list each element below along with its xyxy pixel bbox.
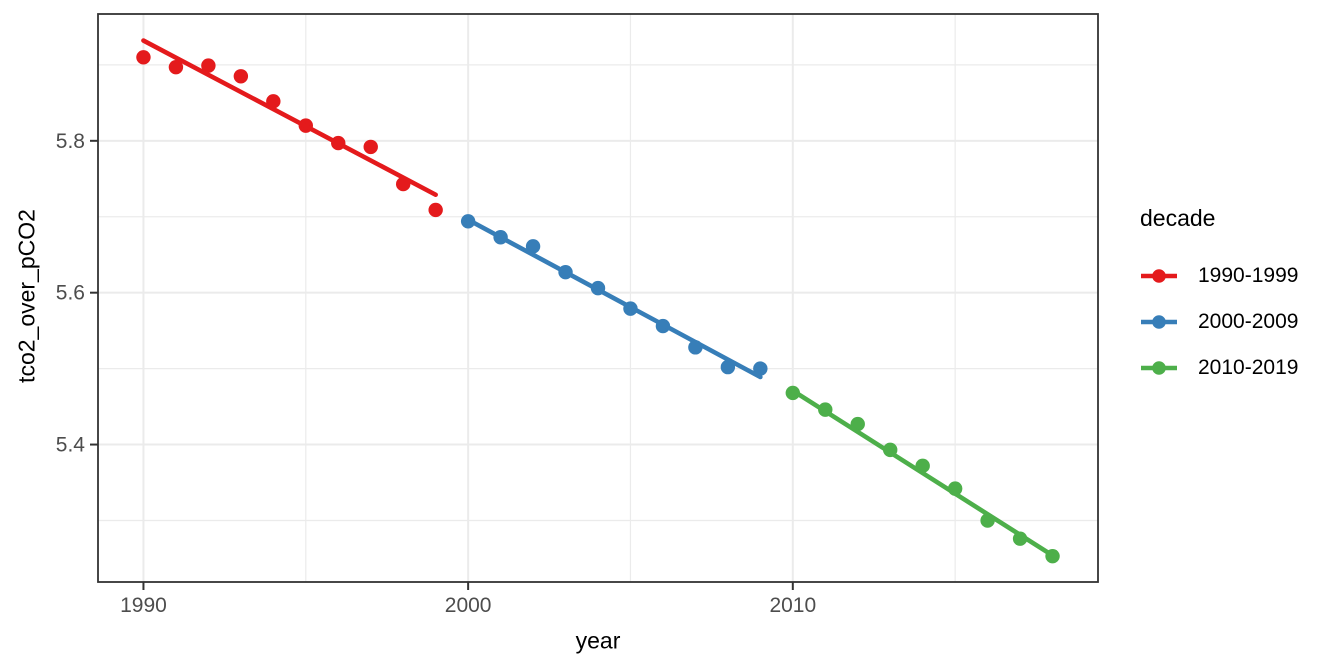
x-tick-label: 2000	[445, 594, 492, 617]
panel-border	[97, 13, 1099, 583]
data-point	[525, 239, 541, 254]
data-point	[201, 58, 216, 73]
x-axis-title: year	[575, 627, 621, 654]
data-point	[363, 139, 378, 155]
y-tick-label: 5.8	[56, 130, 85, 153]
data-point	[168, 59, 184, 75]
x-tick-label: 1990	[120, 594, 167, 617]
legend-key-icon	[1141, 315, 1177, 329]
legend-key-icon	[1141, 269, 1177, 283]
trend-line-2010-2019	[790, 388, 1055, 558]
data-point	[233, 69, 249, 84]
trend-line-2000-2009	[465, 217, 763, 380]
legend-item-label: 2000-2009	[1198, 310, 1299, 333]
legend-item-label: 1990-1999	[1198, 264, 1299, 287]
legend-item-1990-1999: 1990-1999	[1140, 260, 1298, 292]
y-tick-label: 5.6	[56, 282, 85, 305]
y-axis-title: tco2_over_pCO2	[13, 209, 40, 383]
data-point	[428, 202, 443, 218]
y-tick-label: 5.4	[56, 434, 86, 457]
legend-item-label: 2010-2019	[1198, 356, 1299, 379]
data-point	[753, 361, 768, 376]
legend-key-icon	[1141, 361, 1177, 375]
x-tick-label: 2010	[769, 594, 816, 617]
legend: decade 1990-1999 2000-2009 2010-2019	[1140, 204, 1298, 384]
series-points-1990-1999	[136, 50, 443, 218]
trend-line-1990-1999	[141, 38, 438, 198]
legend-item-2000-2009: 2000-2009	[1140, 306, 1298, 338]
legend-entries: 1990-1999 2000-2009 2010-2019	[1140, 260, 1298, 384]
data-point	[136, 50, 151, 65]
legend-title: decade	[1140, 205, 1216, 231]
legend-item-2010-2019: 2010-2019	[1140, 352, 1298, 384]
